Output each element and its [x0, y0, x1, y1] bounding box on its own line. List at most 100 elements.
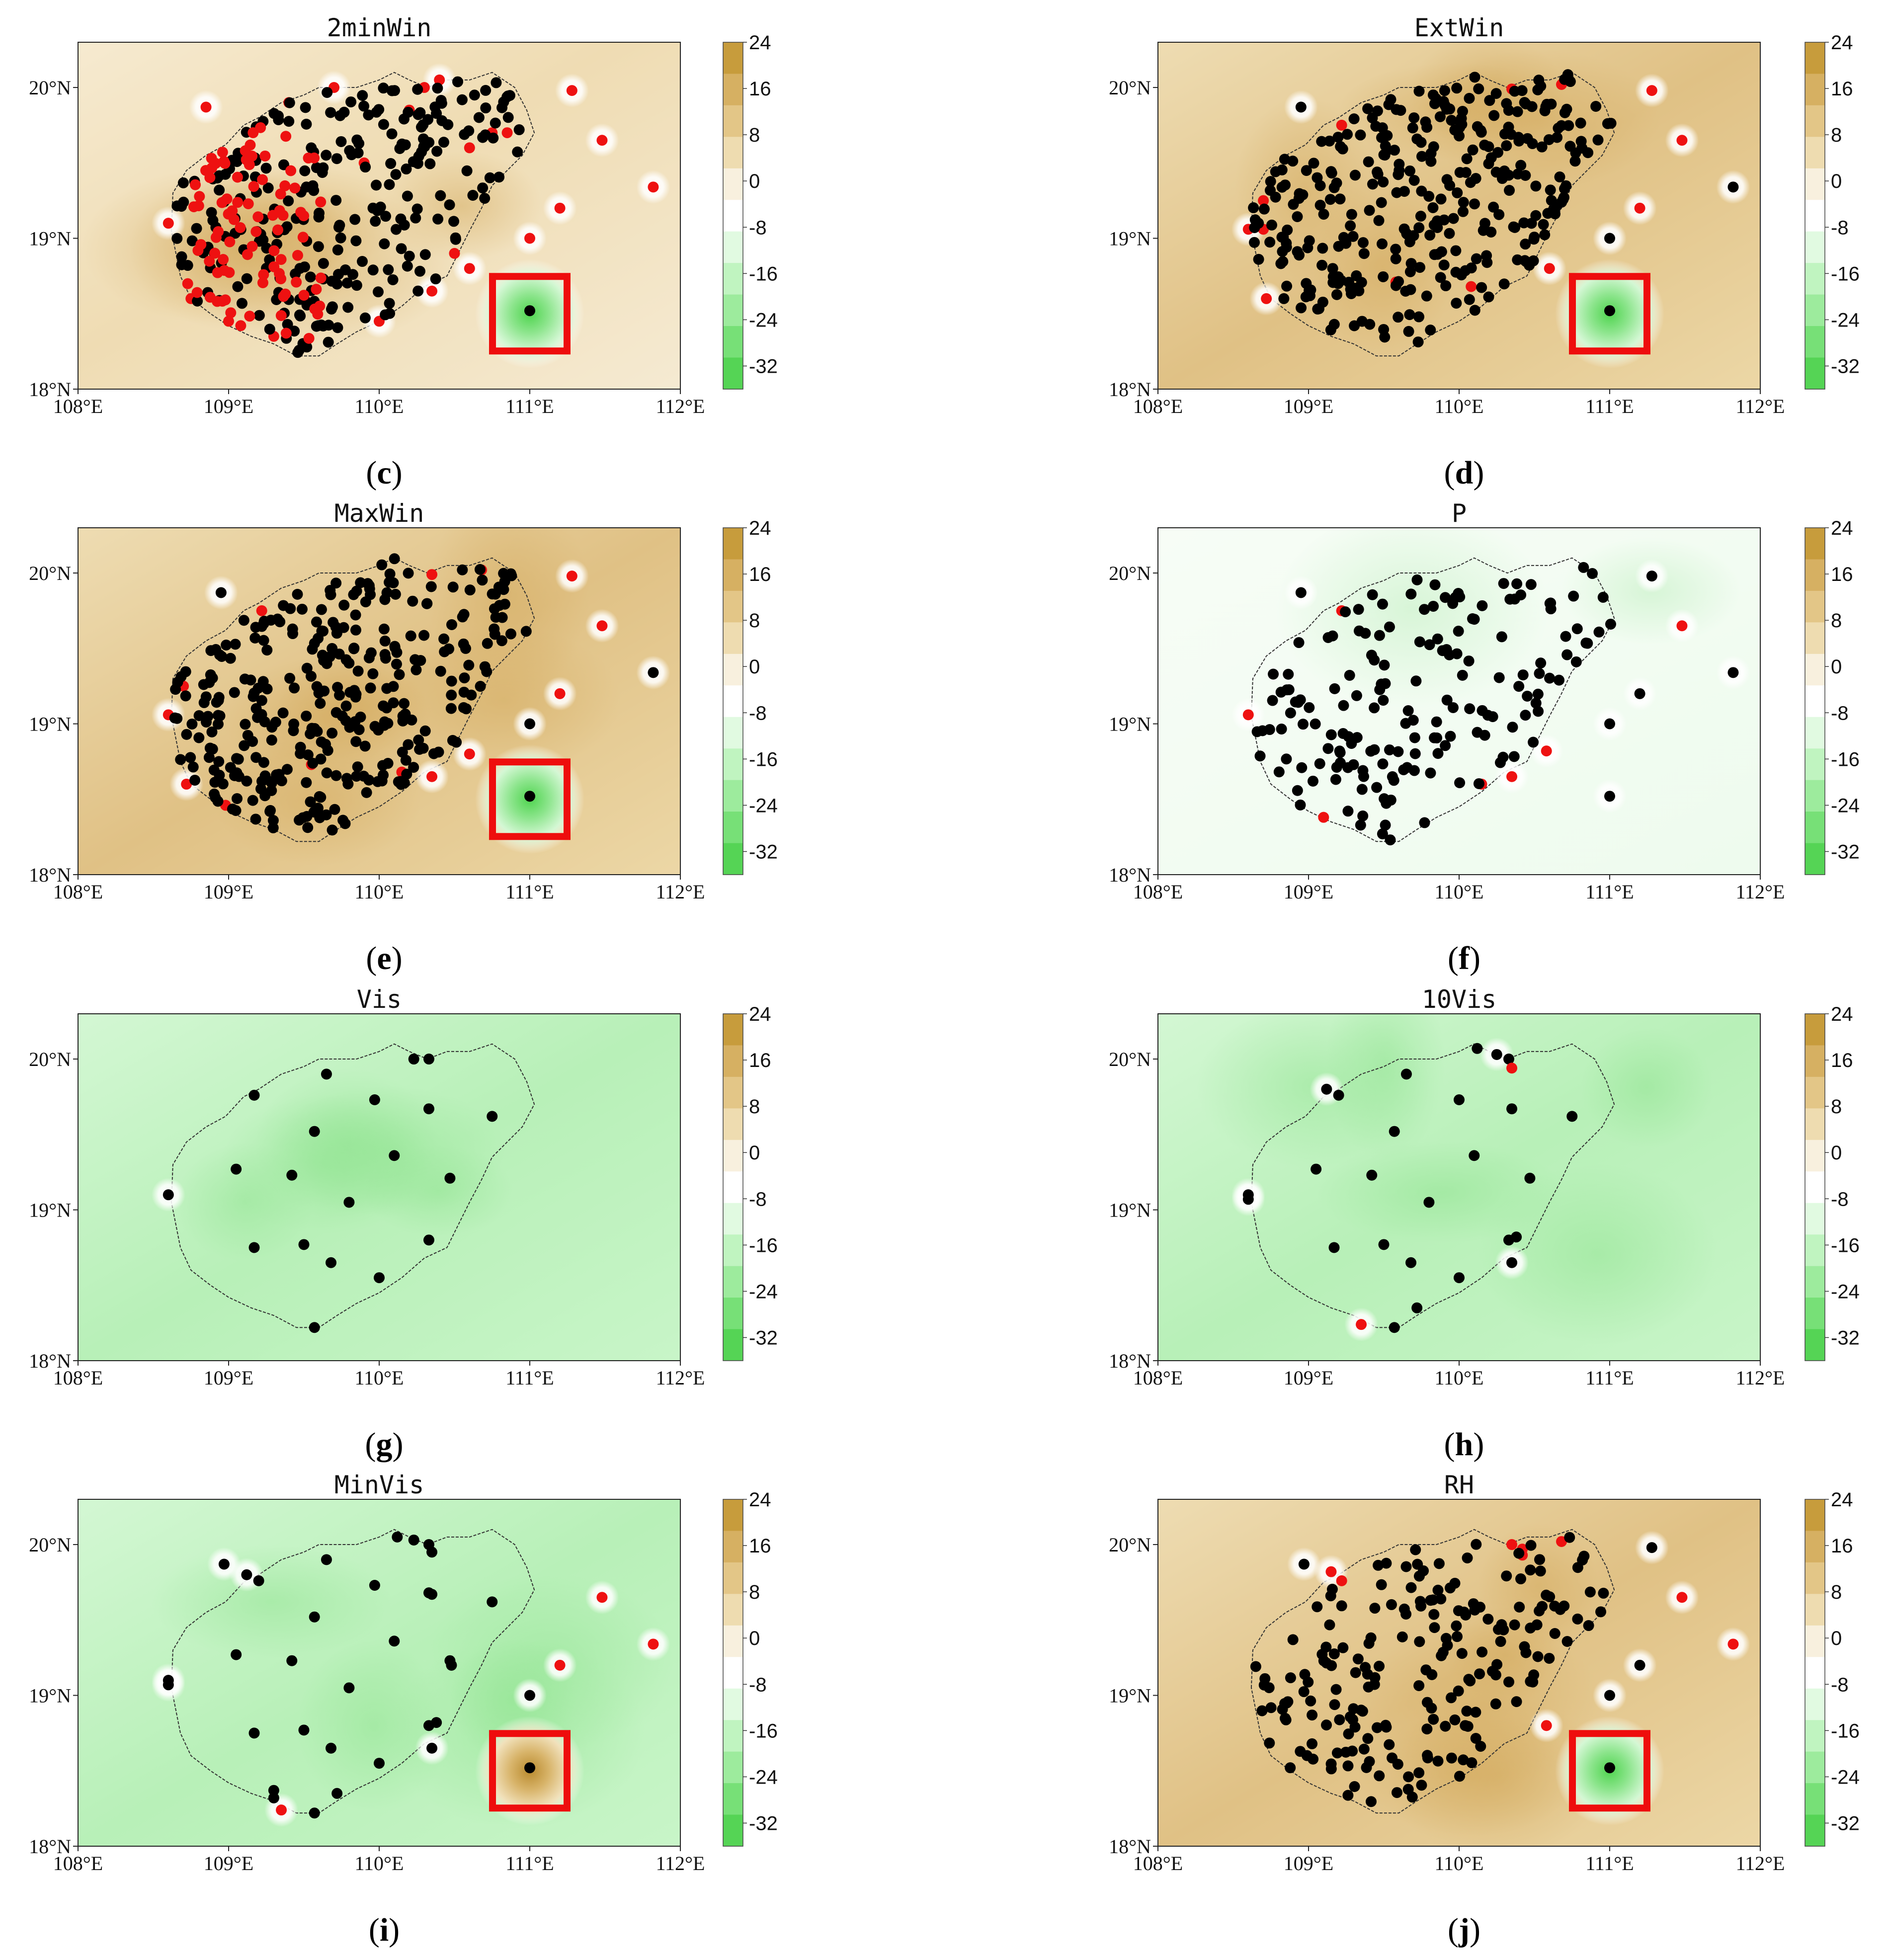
station-point	[1264, 1737, 1275, 1749]
x-tick-label: 110°E	[355, 1852, 404, 1875]
station-point	[1562, 69, 1573, 81]
station-point	[331, 153, 342, 164]
station-point	[1535, 1565, 1546, 1577]
station-point	[447, 581, 459, 593]
station-point-outlier	[272, 224, 284, 236]
colorbar-segment	[723, 1594, 743, 1626]
station-point	[1491, 1049, 1502, 1060]
station-point	[461, 165, 473, 176]
station-point	[1303, 1676, 1314, 1688]
station-point	[1391, 187, 1402, 198]
station-point	[390, 588, 401, 600]
station-point	[1433, 1558, 1445, 1569]
station-point	[325, 107, 336, 118]
colorbar-segment	[723, 200, 743, 232]
station-point-outlier	[1261, 293, 1272, 304]
colorbar-segment	[723, 1140, 743, 1172]
station-point	[1604, 1690, 1615, 1701]
station-point	[218, 1558, 230, 1570]
station-point	[349, 214, 361, 225]
station-point	[402, 190, 413, 202]
panel-caption: (c)	[366, 455, 402, 491]
station-point	[1520, 256, 1532, 267]
station-point	[1422, 1752, 1433, 1764]
station-point	[446, 1659, 457, 1671]
station-point	[1452, 187, 1463, 199]
station-point	[169, 712, 180, 724]
station-point	[309, 1126, 320, 1137]
station-point	[1578, 1551, 1590, 1562]
station-point	[332, 244, 343, 255]
station-point	[187, 761, 199, 773]
station-point	[385, 158, 397, 169]
station-point	[163, 1679, 174, 1691]
station-point	[1290, 696, 1301, 708]
station-point	[1372, 105, 1383, 117]
map-area	[78, 1499, 680, 1846]
station-point-outlier	[218, 156, 230, 167]
station-point	[1465, 177, 1476, 188]
station-point-outlier	[245, 139, 256, 151]
station-point	[1266, 219, 1277, 231]
x-tick-label: 109°E	[204, 881, 253, 903]
station-point	[1425, 1595, 1436, 1606]
station-point	[1372, 168, 1384, 180]
station-point	[1316, 136, 1327, 147]
station-point	[1539, 105, 1551, 116]
station-point	[1346, 209, 1357, 220]
station-point	[1389, 1126, 1400, 1137]
station-point	[312, 803, 324, 815]
x-tick-label: 111°E	[1585, 881, 1634, 903]
station-point	[282, 319, 293, 330]
station-point	[201, 717, 212, 728]
x-tick-label: 111°E	[1585, 395, 1634, 417]
x-tick-label: 111°E	[1585, 1852, 1634, 1875]
station-point	[1646, 571, 1657, 582]
station-point	[1493, 209, 1505, 220]
station-point	[1558, 194, 1569, 205]
station-point	[295, 310, 306, 322]
station-point-outlier	[225, 307, 237, 319]
station-point	[1340, 606, 1351, 618]
colorbar-segment	[1805, 1014, 1825, 1046]
station-point	[451, 736, 462, 748]
station-point	[1435, 272, 1446, 283]
station-point	[1469, 198, 1480, 210]
station-point	[327, 643, 338, 654]
station-point	[1464, 294, 1475, 305]
station-point	[1374, 630, 1385, 641]
station-point	[289, 682, 300, 694]
map-area	[78, 42, 680, 389]
station-point	[221, 640, 232, 651]
station-point	[1533, 706, 1544, 717]
station-point-outlier	[188, 201, 200, 213]
station-point	[1488, 110, 1500, 121]
station-point	[1325, 324, 1336, 335]
station-point	[355, 711, 366, 723]
coastline	[170, 1043, 535, 1328]
station-point	[488, 132, 499, 144]
station-point	[182, 260, 193, 271]
station-point	[1528, 234, 1540, 245]
station-point	[253, 1575, 264, 1586]
colorbar-segment	[1805, 326, 1825, 358]
y-tick-label: 19°N	[1109, 228, 1151, 250]
station-point	[1561, 1635, 1573, 1647]
station-point	[301, 662, 313, 674]
station-point	[1446, 115, 1457, 126]
station-point	[1472, 121, 1483, 132]
station-point	[330, 577, 342, 589]
station-point-outlier	[554, 202, 566, 214]
station-point	[309, 1807, 320, 1819]
station-point	[356, 256, 368, 267]
x-tick-label: 111°E	[505, 1852, 554, 1875]
station-point	[1390, 253, 1401, 264]
colorbar-label: -24	[1831, 309, 1860, 331]
station-point	[1385, 94, 1396, 105]
station-point	[1276, 724, 1287, 735]
station-point	[464, 584, 476, 596]
contour-blob	[1478, 1163, 1718, 1345]
station-point	[1405, 588, 1417, 600]
x-tick-label: 109°E	[1284, 1367, 1333, 1389]
colorbar-segment	[723, 812, 743, 844]
